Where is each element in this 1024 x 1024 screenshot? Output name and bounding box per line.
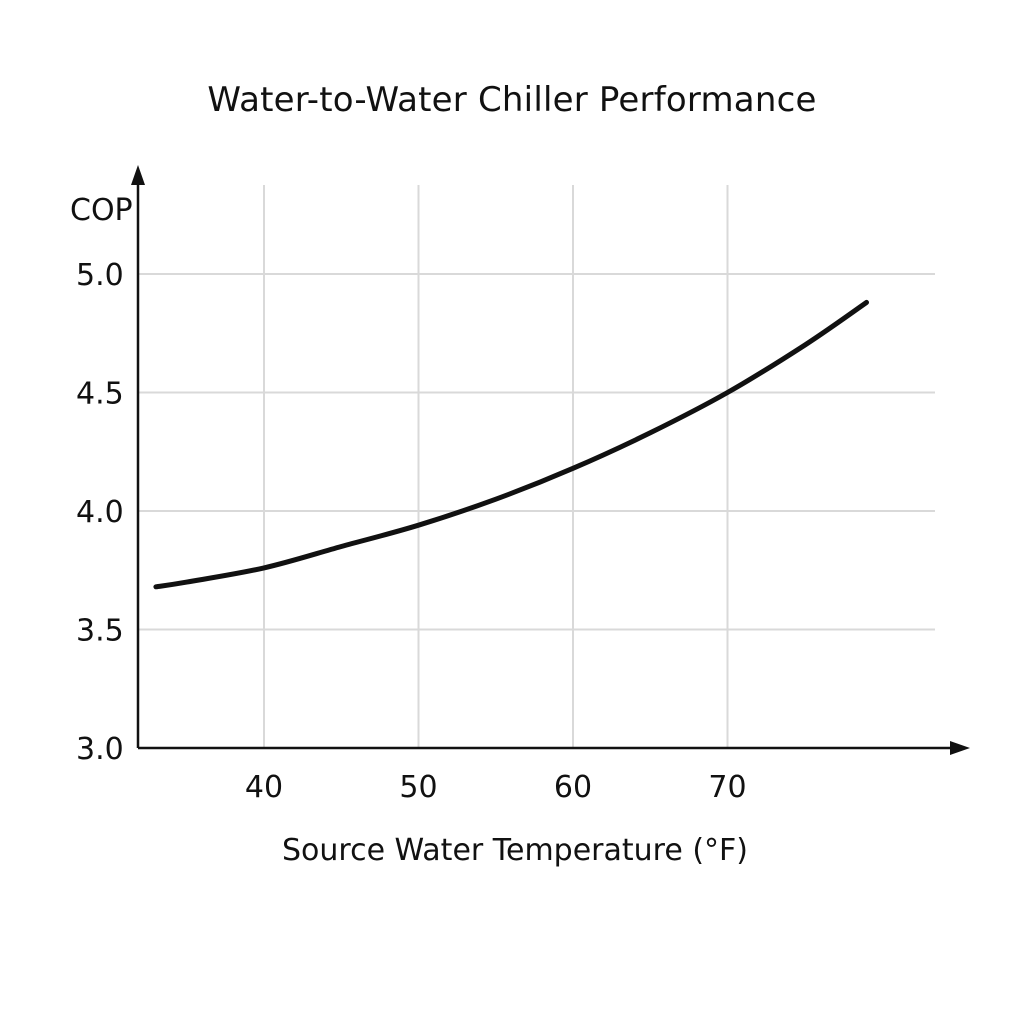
y-axis-arrow-icon: [131, 165, 145, 185]
x-tick-label: 70: [708, 770, 746, 805]
tick-labels: 40 50 60 70 3.0 3.5 4.0 4.5 5.0: [76, 258, 747, 805]
series-line-0: [153, 299, 869, 590]
x-axis-arrow-icon: [950, 741, 970, 755]
y-tick-label: 4.0: [76, 495, 124, 530]
gridlines: [138, 185, 935, 748]
y-tick-label: 4.5: [76, 377, 124, 412]
y-tick-label: 5.0: [76, 258, 124, 293]
axes: [131, 165, 970, 755]
x-axis-label: Source Water Temperature (°F): [282, 833, 748, 868]
series-group: [153, 299, 869, 590]
y-tick-label: 3.5: [76, 614, 124, 649]
x-tick-label: 40: [245, 770, 283, 805]
y-axis-label: COP: [70, 193, 133, 228]
y-tick-label: 3.0: [76, 732, 124, 767]
x-tick-label: 60: [554, 770, 592, 805]
x-tick-label: 50: [399, 770, 437, 805]
chart-title: Water-to-Water Chiller Performance: [207, 80, 817, 120]
